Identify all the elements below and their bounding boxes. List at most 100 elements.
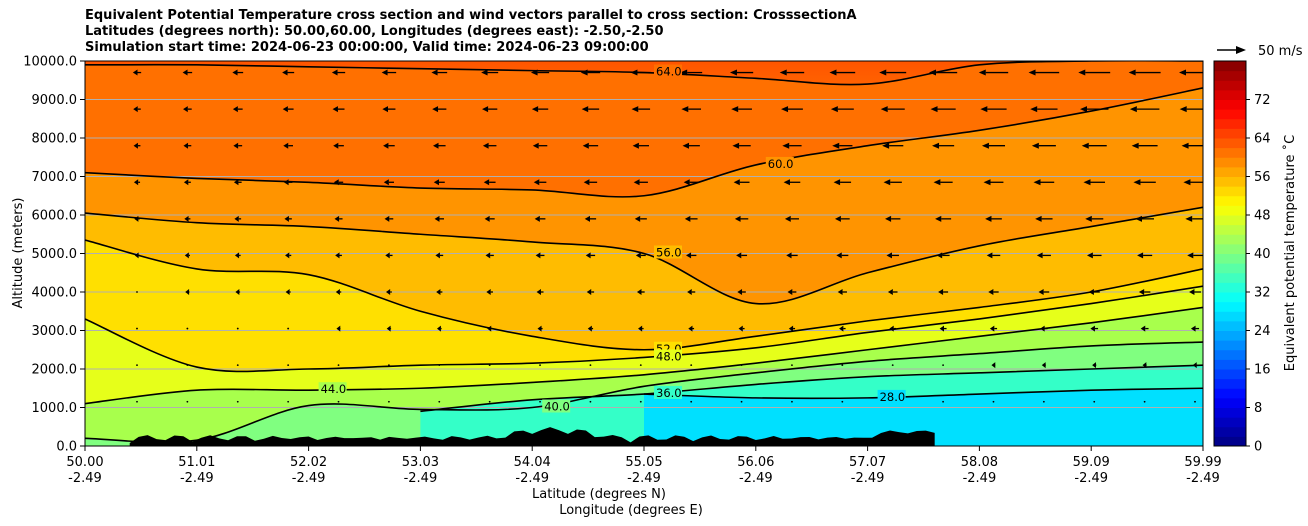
wind-vector <box>781 106 803 113</box>
wind-vector <box>381 69 397 76</box>
wind-vector <box>336 325 341 332</box>
colorbar-step <box>1214 330 1246 341</box>
wind-vector <box>589 400 592 403</box>
contour-label: 28.0 <box>880 390 906 404</box>
wind-vector <box>935 215 952 222</box>
wind-vector <box>991 362 996 369</box>
colorbar-step <box>1214 195 1246 206</box>
wind-vector <box>841 400 844 403</box>
wind-vector <box>433 179 445 186</box>
wind-vector <box>287 400 290 403</box>
chart-title-line-3: Simulation start time: 2024-06-23 00:00:… <box>85 40 649 55</box>
contour-36 <box>420 364 1203 413</box>
wind-vector <box>936 252 950 259</box>
wind-vector <box>1128 69 1161 76</box>
x-tick-label-lon: -2.49 <box>515 471 549 486</box>
wind-vector <box>1131 142 1158 149</box>
colorbar-tick-label: 8 <box>1254 401 1262 416</box>
wind-vector <box>632 142 650 149</box>
wind-vector <box>1092 362 1097 369</box>
wind-vector <box>830 106 854 113</box>
wind-vector <box>889 325 897 332</box>
wind-vector <box>530 69 550 76</box>
wind-vector <box>484 215 495 222</box>
wind-vector <box>332 106 345 113</box>
wind-vector <box>687 289 696 295</box>
wind-vector <box>436 325 442 332</box>
colorbar-step <box>1214 320 1246 331</box>
wind-vector <box>839 325 846 332</box>
wind-vector <box>534 215 546 222</box>
wind-vector <box>630 69 652 76</box>
wind-vector <box>1137 252 1153 259</box>
wind-vector <box>383 142 395 149</box>
wind-vector <box>537 325 543 332</box>
wind-vector <box>585 252 596 259</box>
wind-vector <box>639 364 642 367</box>
wind-vector <box>587 325 594 332</box>
colorbar-step <box>1214 426 1246 437</box>
colorbar-step <box>1214 138 1246 149</box>
y-tick-label: 9000.0 <box>32 93 78 108</box>
wind-vector <box>232 69 244 76</box>
wind-vector <box>287 327 290 330</box>
contour-44 <box>85 306 1203 405</box>
wind-vector <box>436 289 443 295</box>
wind-vector <box>1179 106 1203 113</box>
wind-vector <box>133 106 141 113</box>
colorbar-step <box>1214 301 1246 312</box>
wind-vector <box>683 179 699 186</box>
colorbar-step <box>1214 186 1246 197</box>
wind-vector <box>136 364 138 367</box>
wind-vector <box>841 364 844 367</box>
wind-vector <box>589 364 592 367</box>
wind-vector <box>1190 325 1200 332</box>
y-tick-label: 10000.0 <box>23 55 77 70</box>
wind-vector <box>434 215 444 222</box>
wind-vector <box>989 325 998 332</box>
wind-vector <box>134 252 140 259</box>
colorbar-step <box>1214 292 1246 303</box>
wind-vector <box>438 400 441 403</box>
wind-vector <box>282 106 294 113</box>
wind-vector <box>435 252 444 259</box>
wind-vector <box>283 142 293 149</box>
colorbar-tick-label: 40 <box>1254 247 1271 262</box>
wind-vector <box>1083 179 1105 186</box>
wind-vector <box>388 364 390 367</box>
wind-vector <box>734 215 749 222</box>
wind-vector <box>1088 289 1100 295</box>
x-tick-label-lon: -2.49 <box>404 471 438 486</box>
colorbar-tick-label: 72 <box>1254 93 1271 108</box>
wind-vector <box>930 106 956 113</box>
colorbar-step <box>1214 253 1246 264</box>
wind-vector <box>539 364 541 367</box>
wind-vector <box>887 289 898 295</box>
wind-vector <box>431 69 448 76</box>
wind-vector <box>535 252 545 259</box>
wind-vector <box>779 69 805 76</box>
wind-vector <box>285 252 292 259</box>
y-axis-label: Altitude (meters) <box>11 198 26 309</box>
wind-vector <box>337 364 340 367</box>
wind-vector <box>932 142 955 149</box>
wind-vector <box>983 179 1004 186</box>
wind-vector <box>183 106 192 113</box>
colorbar-step <box>1214 224 1246 235</box>
y-tick-label: 0.0 <box>56 440 77 455</box>
wind-vector <box>981 142 1006 149</box>
wind-vector <box>834 215 850 222</box>
colorbar-step <box>1214 282 1246 293</box>
wind-vector <box>1030 106 1058 113</box>
wind-vector <box>584 215 597 222</box>
wind-vector <box>186 364 189 367</box>
wind-vector <box>942 364 944 367</box>
contour-48 <box>85 285 1203 373</box>
colorbar-step <box>1214 349 1246 360</box>
wind-vector <box>1035 215 1053 222</box>
wind-vector <box>334 215 343 222</box>
wind-vector <box>486 289 493 295</box>
wind-vector <box>928 69 958 76</box>
wind-vector <box>333 142 344 149</box>
wind-vector <box>536 289 544 295</box>
